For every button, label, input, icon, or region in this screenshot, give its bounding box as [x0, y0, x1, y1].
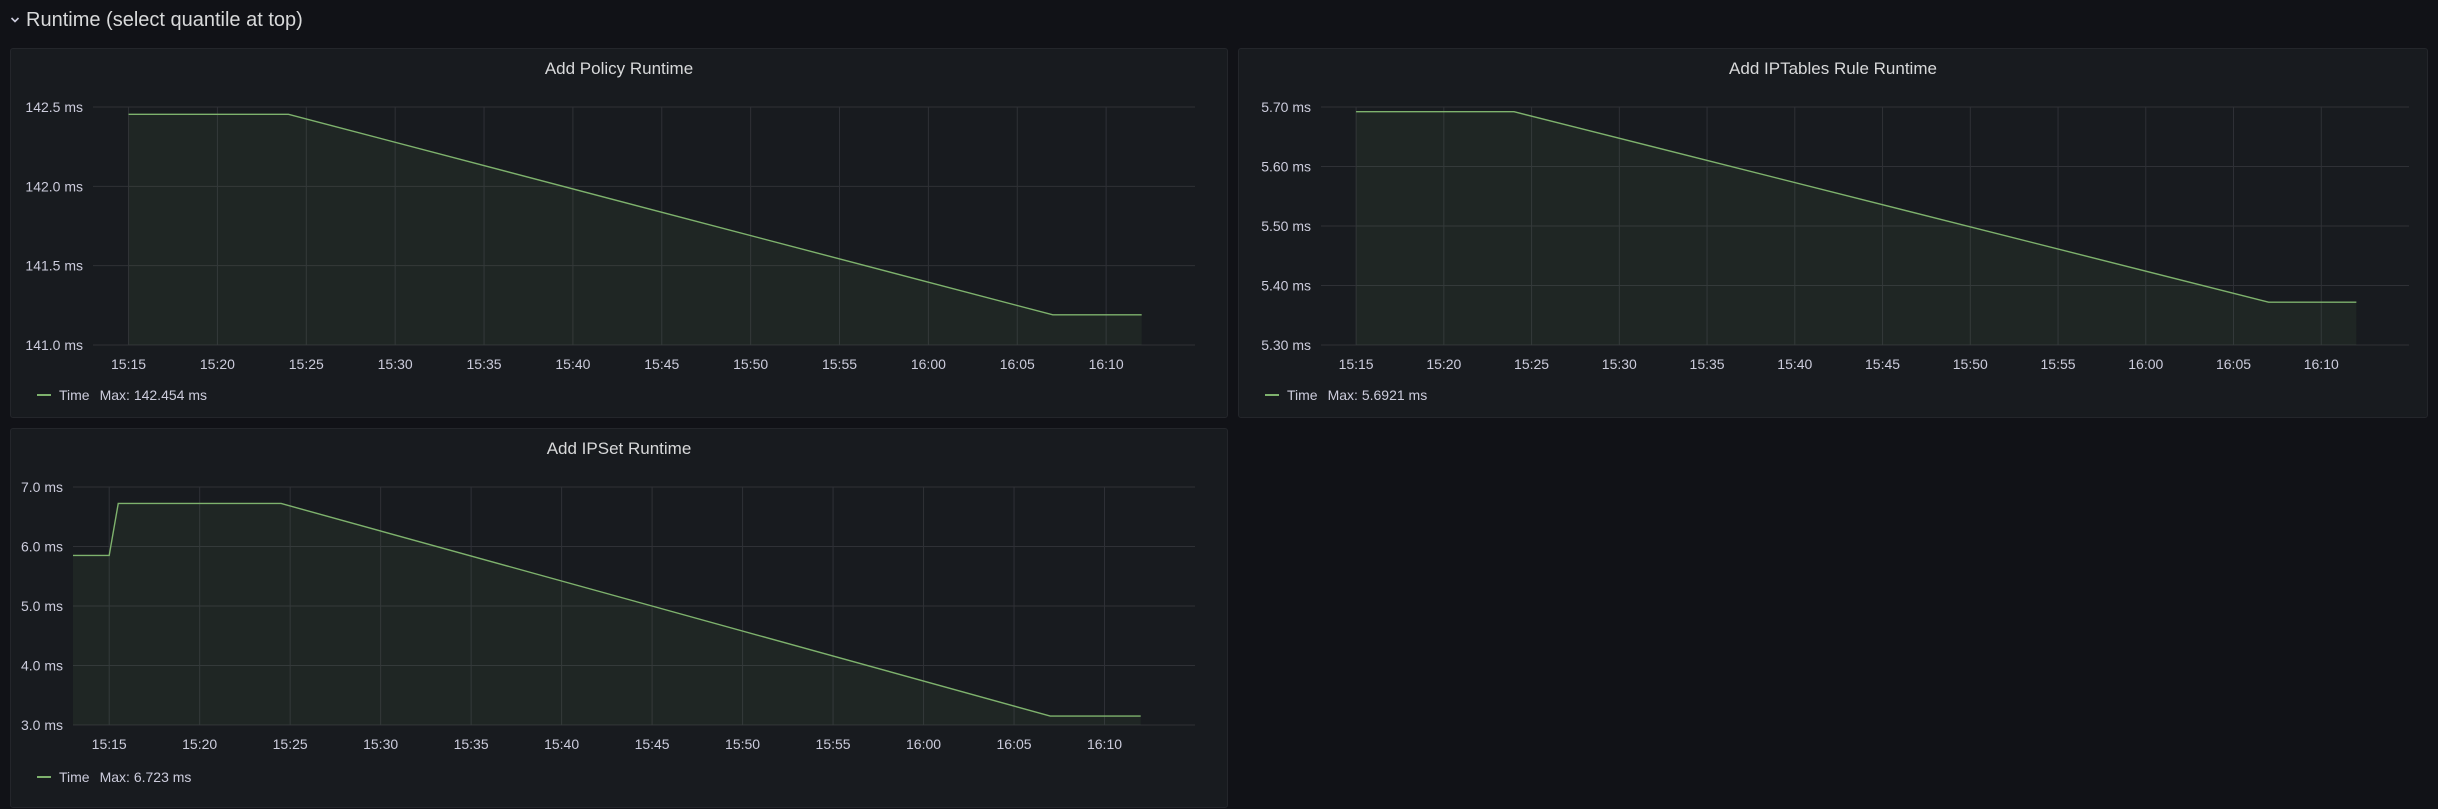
x-tick-label: 15:50	[725, 736, 760, 752]
x-tick-label: 15:45	[1865, 356, 1900, 372]
x-tick-label: 15:15	[1339, 356, 1374, 372]
y-tick-label: 141.0 ms	[25, 337, 83, 353]
x-tick-label: 15:35	[454, 736, 489, 752]
x-tick-label: 15:20	[182, 736, 217, 752]
panel-add-iptables-rule-runtime[interactable]: Add IPTables Rule Runtime 5.30 ms 5.40 ms…	[1238, 48, 2428, 418]
legend-series-name[interactable]: Time	[59, 769, 90, 785]
y-tick-label: 6.0 ms	[21, 539, 63, 555]
x-tick-label: 15:40	[1777, 356, 1812, 372]
legend-series-name[interactable]: Time	[1287, 387, 1318, 403]
x-tick-label: 15:50	[733, 356, 768, 372]
x-tick-label: 15:35	[467, 356, 502, 372]
series-line	[73, 502, 1141, 717]
series-line	[128, 113, 1142, 316]
y-tick-label: 142.5 ms	[25, 99, 83, 115]
x-tick-label: 15:55	[2041, 356, 2076, 372]
y-tick-label: 5.60 ms	[1261, 159, 1311, 175]
x-tick-label: 16:00	[911, 356, 946, 372]
legend-swatch	[37, 776, 51, 778]
x-tick-label: 15:15	[92, 736, 127, 752]
x-tick-label: 15:55	[822, 356, 857, 372]
x-tick-label: 16:00	[2128, 356, 2163, 372]
x-tick-label: 16:05	[2216, 356, 2251, 372]
y-tick-label: 5.0 ms	[21, 598, 63, 614]
legend-max: Max: 142.454 ms	[99, 387, 207, 403]
legend-swatch	[37, 394, 51, 396]
x-tick-label: 15:30	[378, 356, 413, 372]
chart-svg: 141.0 ms 141.5 ms 142.0 ms 142.5 ms 15:15 15:…	[25, 99, 1195, 372]
series-area	[1356, 111, 2357, 345]
row-title: Runtime (select quantile at top)	[26, 8, 303, 31]
y-tick-label: 5.30 ms	[1261, 337, 1311, 353]
x-tick-label: 15:55	[816, 736, 851, 752]
panel-title[interactable]: Add IPTables Rule Runtime	[1729, 59, 1937, 78]
grid: 3.0 ms 4.0 ms 5.0 ms 6.0 ms 7.0 ms 15:15 15:20…	[21, 479, 1195, 752]
x-tick-label: 15:25	[289, 356, 324, 372]
x-tick-label: 15:25	[273, 736, 308, 752]
x-tick-label: 16:00	[906, 736, 941, 752]
x-tick-label: 15:15	[111, 356, 146, 372]
x-tick-label: 16:10	[1087, 736, 1122, 752]
y-tick-label: 5.50 ms	[1261, 218, 1311, 234]
series-area	[128, 114, 1142, 345]
series-line	[1356, 111, 2357, 303]
grid: 5.30 ms 5.40 ms 5.50 ms 5.60 ms 5.70 ms 15:15…	[1261, 99, 2409, 372]
x-tick-label: 16:10	[1089, 356, 1124, 372]
x-tick-label: 15:40	[555, 356, 590, 372]
x-tick-label: 15:45	[644, 356, 679, 372]
legend: Time Max: 5.6921 ms	[1265, 387, 1427, 403]
panel-add-ipset-runtime[interactable]: Add IPSet Runtime 3.0 ms 4.0 ms 5.0 ms 6.0 …	[10, 428, 1228, 808]
chevron-down-icon	[10, 17, 20, 23]
panel-title[interactable]: Add IPSet Runtime	[546, 439, 692, 458]
legend-series-name[interactable]: Time	[59, 387, 90, 403]
panel-add-policy-runtime[interactable]: Add Policy Runtime 141.0 ms 141.5 ms 142.0…	[10, 48, 1228, 418]
row-header-runtime[interactable]: Runtime (select quantile at top)	[10, 4, 303, 36]
legend: Time Max: 142.454 ms	[37, 387, 207, 403]
series-area	[73, 503, 1141, 725]
y-tick-label: 4.0 ms	[21, 658, 63, 674]
panel-title[interactable]: Add Policy Runtime	[544, 59, 694, 78]
y-tick-label: 142.0 ms	[25, 178, 83, 194]
x-tick-label: 15:30	[1602, 356, 1637, 372]
chart-svg: 3.0 ms 4.0 ms 5.0 ms 6.0 ms 7.0 ms 15:15 15:20…	[21, 479, 1195, 752]
y-tick-label: 5.70 ms	[1261, 99, 1311, 115]
chart-svg: 5.30 ms 5.40 ms 5.50 ms 5.60 ms 5.70 ms 15:15…	[1261, 99, 2409, 372]
y-tick-label: 5.40 ms	[1261, 278, 1311, 294]
x-tick-label: 15:25	[1514, 356, 1549, 372]
x-tick-label: 15:50	[1953, 356, 1988, 372]
x-tick-label: 16:05	[1000, 356, 1035, 372]
x-tick-label: 16:10	[2304, 356, 2339, 372]
grid: 141.0 ms 141.5 ms 142.0 ms 142.5 ms 15:15 15:…	[25, 99, 1195, 372]
legend-swatch	[1265, 394, 1279, 396]
y-tick-label: 7.0 ms	[21, 479, 63, 495]
y-tick-label: 141.5 ms	[25, 258, 83, 274]
y-tick-label: 3.0 ms	[21, 717, 63, 733]
legend: Time Max: 6.723 ms	[37, 769, 191, 785]
legend-max: Max: 5.6921 ms	[1327, 387, 1428, 403]
x-tick-label: 15:30	[363, 736, 398, 752]
x-tick-label: 16:05	[997, 736, 1032, 752]
x-tick-label: 15:20	[1426, 356, 1461, 372]
x-tick-label: 15:35	[1690, 356, 1725, 372]
legend-max: Max: 6.723 ms	[99, 769, 192, 785]
x-tick-label: 15:45	[635, 736, 670, 752]
x-tick-label: 15:20	[200, 356, 235, 372]
x-tick-label: 15:40	[544, 736, 579, 752]
